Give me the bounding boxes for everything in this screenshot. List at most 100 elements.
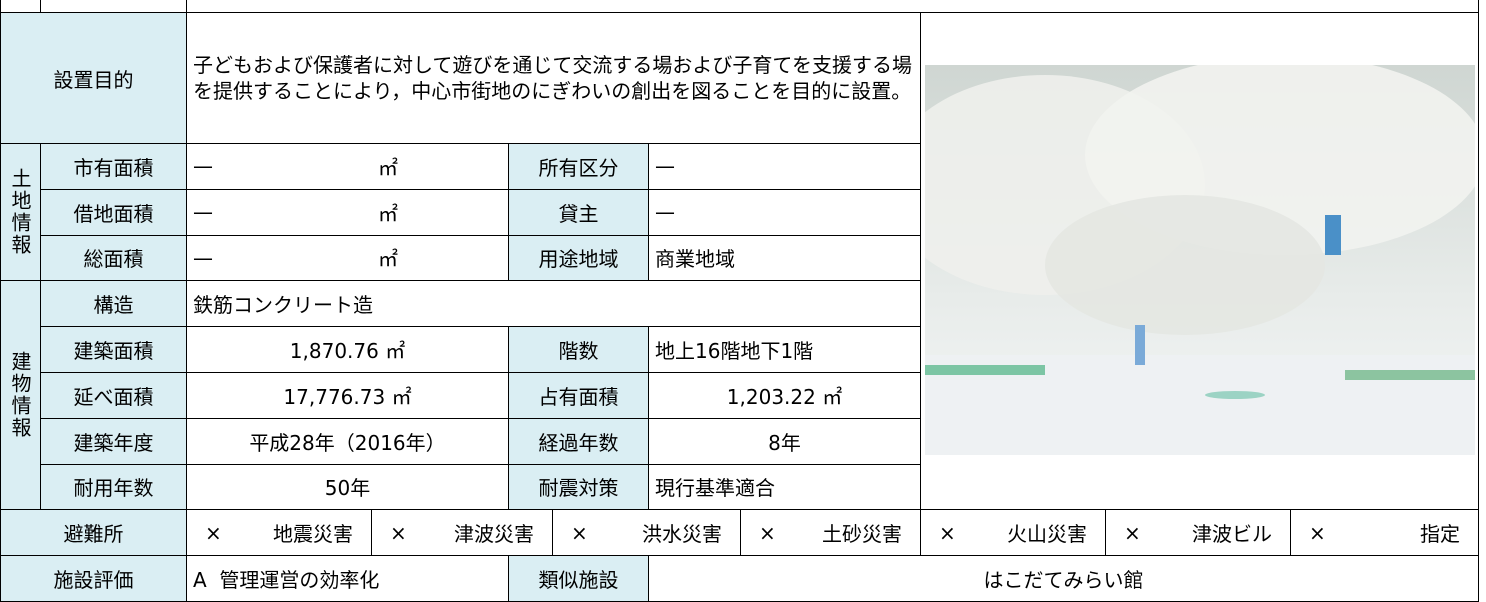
cell-text: × [759, 520, 776, 545]
cell-text: A 管理運営の効率化 [193, 568, 380, 593]
row-label: 建築年度 [40, 417, 187, 465]
value-cell: 平成28年（2016年） [186, 417, 509, 465]
cell-text: 現行基準適合 [655, 476, 775, 501]
group-label: 土地情報 [0, 143, 41, 282]
shelter-cell: × 地震災害 [186, 509, 372, 557]
row-label: 所有区分 [508, 143, 649, 190]
row-label: 延べ面積 [40, 372, 187, 419]
row-label: 貸主 [508, 188, 649, 236]
value-cell: はこだてみらい館 [648, 555, 1479, 602]
row-label: 経過年数 [508, 417, 649, 465]
cell-text: 地上16階地下1階 [655, 339, 814, 364]
cell-text: — [655, 200, 675, 225]
cell-text: 市有面積 [73, 155, 154, 180]
cell-text: ㎡ [378, 247, 398, 272]
facility-photo [925, 65, 1475, 455]
cell-text: 耐震対策 [538, 476, 619, 501]
cell-text: 指定 [1420, 522, 1460, 547]
value-cell: 1,203.22 ㎡ [648, 372, 921, 419]
cell-text: 建築面積 [73, 339, 154, 364]
cell-text: — [193, 154, 213, 179]
row-label: 避難所 [0, 509, 187, 557]
cell-text: 8年 [768, 430, 801, 455]
cell-text: 平成28年（2016年） [249, 430, 446, 455]
shelter-cell: × 土砂災害 [740, 509, 921, 557]
cell-text: 地震災害 [273, 522, 353, 547]
cell-text: 設置目的 [53, 67, 134, 92]
cell-text: × [1124, 520, 1141, 545]
cell-text: 津波ビル [1192, 522, 1272, 547]
value-cell: A 管理運営の効率化 [186, 555, 509, 602]
cell-text: 貸主 [558, 201, 599, 226]
cell-text: 占有面積 [538, 384, 619, 409]
value-cell: — ㎡ [186, 143, 509, 190]
purpose-text: 子どもおよび保護者に対して遊びを通じて交流する場および子育てを支援する場を提供す… [186, 12, 921, 144]
cell-text: 避難所 [63, 522, 124, 547]
row-label: 設置目的 [0, 12, 187, 144]
value-cell: — [648, 143, 921, 190]
cell-text: 17,776.73 ㎡ [283, 384, 412, 409]
cell-text: 所有区分 [538, 155, 619, 180]
cell-text: — [193, 200, 213, 225]
cell-text: 階数 [558, 339, 599, 364]
cell-text: — [655, 154, 675, 179]
cell-text: ㎡ [378, 201, 398, 226]
cell-text: 子どもおよび保護者に対して遊びを通じて交流する場および子育てを支援する場を提供す… [193, 53, 912, 103]
value-cell: 商業地域 [648, 234, 921, 282]
cell-text: × [571, 520, 588, 545]
shelter-cell: × 火山災害 [920, 509, 1106, 557]
shelter-cell: × 洪水災害 [552, 509, 741, 557]
cell-text: 土地情報 [8, 168, 32, 257]
cell-text: 類似施設 [538, 568, 619, 593]
row-label: 類似施設 [508, 555, 649, 602]
cell-text: 総面積 [83, 247, 144, 272]
cell-text: — [193, 245, 213, 270]
row-label: 借地面積 [40, 188, 187, 236]
shelter-cell: × 津波災害 [371, 509, 553, 557]
cell-text: 耐用年数 [73, 476, 154, 501]
row-label: 市有面積 [40, 143, 187, 190]
cell-text: 建物情報 [8, 351, 32, 440]
row-label: 耐震対策 [508, 463, 649, 511]
value-cell: — ㎡ [186, 234, 509, 282]
row-label: 耐用年数 [40, 463, 187, 511]
row-label: 占有面積 [508, 372, 649, 419]
cell-text: 火山災害 [1007, 522, 1087, 547]
cell-text: 構造 [93, 293, 134, 318]
value-cell: 8年 [648, 417, 921, 465]
cell-text: × [390, 520, 407, 545]
row-label: 階数 [508, 326, 649, 373]
row-label: 用途地域 [508, 234, 649, 282]
shelter-cell: × 津波ビル [1105, 509, 1291, 557]
cell-text: 1,203.22 ㎡ [726, 384, 843, 409]
row-label: 総面積 [40, 234, 187, 282]
cell-text: 借地面積 [73, 201, 154, 226]
value-cell: — [648, 188, 921, 236]
cell-text: 建築年度 [73, 430, 154, 455]
shelter-cell: × 指定 [1290, 509, 1479, 557]
value-cell: 現行基準適合 [648, 463, 921, 511]
cell-text: 土砂災害 [822, 522, 902, 547]
cell-text: 経過年数 [538, 430, 619, 455]
row-label: 構造 [40, 280, 187, 328]
cell-text: 商業地域 [655, 247, 735, 272]
cell-text: × [1309, 520, 1326, 545]
row-label: 施設評価 [0, 555, 187, 602]
cell-text: 延べ面積 [73, 384, 154, 409]
cell-text: 津波災害 [454, 522, 534, 547]
cell-text: 洪水災害 [642, 522, 722, 547]
cell-text: 50年 [324, 476, 371, 501]
cell-text: × [939, 520, 956, 545]
value-cell: — ㎡ [186, 188, 509, 236]
cell-text: 施設評価 [53, 568, 134, 593]
cell-text: × [205, 520, 222, 545]
group-label: 建物情報 [0, 280, 41, 511]
row-label: 建築面積 [40, 326, 187, 373]
cell-text: ㎡ [378, 155, 398, 180]
value-cell: 50年 [186, 463, 509, 511]
value-cell: 1,870.76 ㎡ [186, 326, 509, 373]
value-cell: 鉄筋コンクリート造 [186, 280, 921, 328]
value-cell: 17,776.73 ㎡ [186, 372, 509, 419]
cell-text: 用途地域 [538, 247, 619, 272]
